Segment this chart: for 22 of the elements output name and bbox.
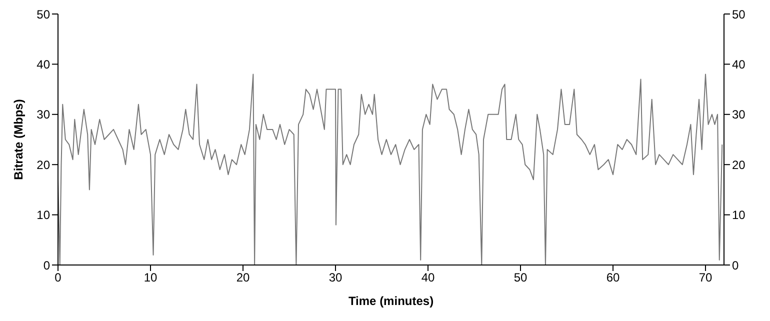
x-tick-label: 50 <box>514 270 528 285</box>
x-tick-label: 30 <box>328 270 342 285</box>
x-axis-title: Time (minutes) <box>348 294 434 308</box>
y2-tick-label: 50 <box>732 7 746 22</box>
y-tick-label: 40 <box>36 57 50 72</box>
y-tick-label: 20 <box>36 158 50 172</box>
y2-tick-label: 40 <box>732 57 746 72</box>
x-tick-label: 20 <box>236 270 250 285</box>
x-tick-label: 70 <box>698 270 712 285</box>
x-tick-label: 40 <box>421 270 435 285</box>
y2-tick-label: 20 <box>732 158 746 172</box>
y-tick-label: 50 <box>36 7 50 22</box>
x-tick-label: 60 <box>606 270 620 285</box>
y2-tick-label: 0 <box>732 258 739 272</box>
x-tick-label: 0 <box>54 270 62 285</box>
y-tick-label: 10 <box>36 208 50 222</box>
y2-tick-label: 10 <box>732 208 746 222</box>
y-tick-label: 30 <box>36 108 50 122</box>
x-tick-label: 10 <box>144 270 158 285</box>
y-axis-title: Bitrate (Mbps) <box>11 99 26 180</box>
y2-tick-label: 30 <box>732 108 746 122</box>
y-tick-label: 0 <box>43 258 50 272</box>
